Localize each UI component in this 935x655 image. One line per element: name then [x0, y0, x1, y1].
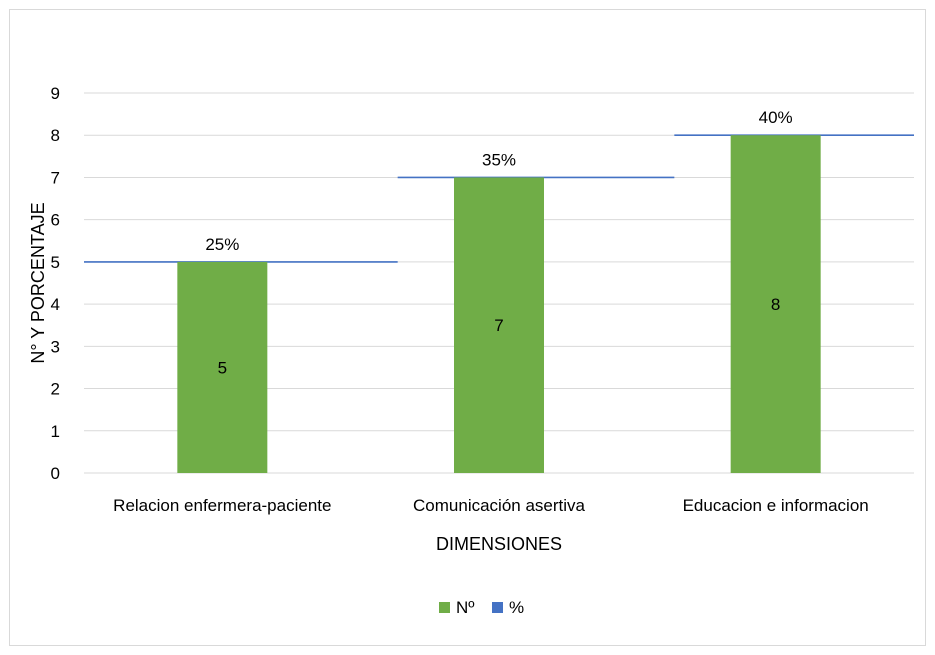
- percent-value-label: 25%: [205, 235, 239, 254]
- y-axis-title: N° Y PORCENTAJE: [28, 202, 48, 363]
- legend-swatch-count: [439, 602, 450, 613]
- y-tick-label: 6: [51, 211, 60, 230]
- y-axis-ticks: 0 1 2 3 4 5 6 7 8 9: [51, 84, 60, 483]
- legend: Nº %: [439, 598, 524, 617]
- y-tick-label: 3: [51, 337, 60, 356]
- y-tick-label: 8: [51, 126, 60, 145]
- y-tick-label: 4: [51, 295, 60, 314]
- x-tick-label: Relacion enfermera-paciente: [113, 496, 331, 515]
- x-tick-label: Educacion e informacion: [683, 496, 869, 515]
- y-tick-label: 0: [51, 464, 60, 483]
- legend-label-count: Nº: [456, 598, 475, 617]
- bar-value-label: 7: [494, 316, 503, 335]
- bar-value-label: 5: [218, 358, 227, 377]
- bar: [177, 261, 268, 473]
- y-tick-label: 2: [51, 380, 60, 399]
- percent-value-label: 35%: [482, 150, 516, 169]
- y-tick-label: 5: [51, 253, 60, 272]
- y-tick-label: 9: [51, 84, 60, 103]
- count-series-bars: [177, 135, 821, 473]
- x-axis-ticks: Relacion enfermera-paciente Comunicación …: [113, 496, 869, 515]
- y-tick-label: 7: [51, 168, 60, 187]
- data-labels: 5 25% 7 35% 8 40%: [205, 108, 792, 377]
- y-tick-label: 1: [51, 422, 60, 441]
- bar: [730, 135, 821, 473]
- legend-label-percent: %: [509, 598, 524, 617]
- legend-swatch-percent: [492, 602, 503, 613]
- percent-value-label: 40%: [759, 108, 793, 127]
- x-axis-title: DIMENSIONES: [436, 534, 562, 554]
- bar-value-label: 8: [771, 295, 780, 314]
- x-tick-label: Comunicación asertiva: [413, 496, 586, 515]
- bar: [454, 177, 544, 473]
